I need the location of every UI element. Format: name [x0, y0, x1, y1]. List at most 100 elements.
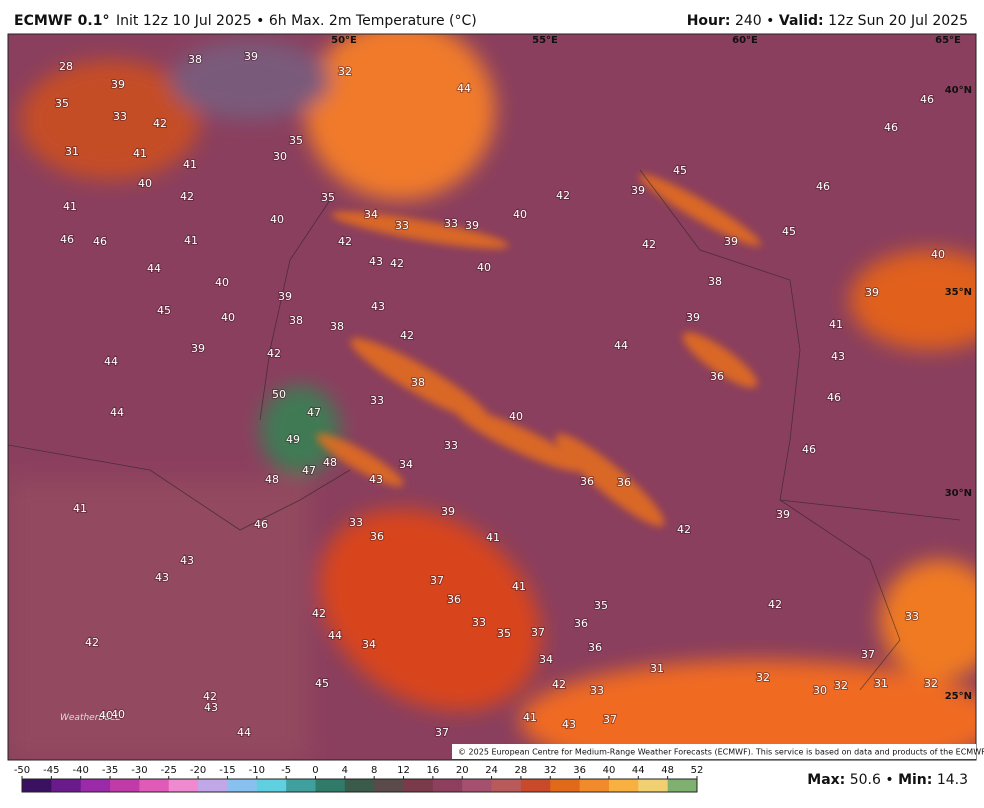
temperature-label: 35	[321, 191, 335, 204]
temperature-label: 44	[328, 629, 342, 642]
max-value: 50.6 •	[850, 772, 894, 788]
colorbar-tick-label: 8	[371, 765, 377, 776]
colorbar-segment	[256, 779, 287, 792]
temperature-label: 42	[203, 690, 217, 703]
colorbar-tick-label: -10	[249, 765, 265, 776]
colorbar-tick-label: 36	[573, 765, 586, 776]
temperature-label: 41	[133, 147, 147, 160]
temperature-label: 35	[594, 599, 608, 612]
temperature-label: 40	[221, 311, 235, 324]
temperature-label: 44	[110, 406, 124, 419]
valid: Hour: 240 • Valid: 12z Sun 20 Jul 2025	[687, 13, 968, 29]
temperature-label: 40	[138, 177, 152, 190]
valid-value: 12z Sun 20 Jul 2025	[828, 13, 968, 29]
colorbar-segment	[51, 779, 82, 792]
temperature-label: 47	[302, 464, 316, 477]
colorbar-tick-label: -30	[131, 765, 147, 776]
colorbar-tick-label: -45	[43, 765, 59, 776]
temperature-label: 31	[874, 677, 888, 690]
temperature-label: 40	[99, 709, 113, 722]
min-label: Min:	[898, 772, 932, 788]
colorbar-segment	[139, 779, 170, 792]
temperature-label: 45	[157, 304, 171, 317]
temperature-label: 35	[497, 627, 511, 640]
temperature-label: 37	[430, 574, 444, 587]
temperature-label: 33	[590, 684, 604, 697]
temperature-label: 31	[65, 145, 79, 158]
colorbar-segment	[608, 779, 639, 792]
colorbar-tick-label: 4	[342, 765, 348, 776]
colorbar-tick-label: -5	[281, 765, 291, 776]
temperature-label: 36	[710, 370, 724, 383]
colorbar-segment	[168, 779, 199, 792]
temperature-label: 43	[155, 571, 169, 584]
colorbar-tick-label: -20	[190, 765, 206, 776]
temperature-label: 42	[642, 238, 656, 251]
colorbar-segment	[403, 779, 434, 792]
temperature-label: 42	[180, 190, 194, 203]
temperature-label: 44	[104, 355, 118, 368]
temperature-label: 33	[370, 394, 384, 407]
temperature-label: 39	[441, 505, 455, 518]
colorbar-frame	[21, 778, 698, 793]
hour-label: Hour:	[687, 13, 731, 29]
longitude-label: 60°E	[732, 35, 758, 46]
temperature-label: 43	[831, 350, 845, 363]
temperature-label: 42	[312, 607, 326, 620]
temperature-label: 43	[562, 718, 576, 731]
valid-label: Valid:	[779, 13, 824, 29]
temperature-label: 42	[85, 636, 99, 649]
temperature-label: 42	[153, 117, 167, 130]
temperature-label: 41	[183, 158, 197, 171]
longitude-label: 55°E	[532, 35, 558, 46]
temperature-label: 33	[444, 217, 458, 230]
temperature-label: 46	[802, 443, 816, 456]
colorbar-segment	[344, 779, 375, 792]
colorbar-segment	[198, 779, 228, 792]
temperature-label: 42	[267, 347, 281, 360]
temperature-label: 35	[289, 134, 303, 147]
temperature-label: 42	[400, 329, 414, 342]
temperature-label: 39	[191, 342, 205, 355]
temperature-label: 37	[603, 713, 617, 726]
latitude-label: 40°N	[945, 85, 972, 96]
temperature-label: 48	[323, 456, 337, 469]
copyright: © 2025 European Centre for Medium-Range …	[458, 748, 984, 757]
temperature-label: 39	[724, 235, 738, 248]
temperature-label: 39	[111, 78, 125, 91]
temperature-label: 28	[59, 60, 73, 73]
colorbar-tick-label: 44	[632, 765, 645, 776]
max-label: Max:	[807, 772, 845, 788]
colorbar-tick-label: 40	[603, 765, 616, 776]
colorbar-segment	[520, 779, 551, 792]
temperature-label: 36	[617, 476, 631, 489]
temperature-label: 49	[286, 433, 300, 446]
temperature-label: 46	[884, 121, 898, 134]
temperature-label: 46	[816, 180, 830, 193]
colorbar-segment	[550, 779, 581, 792]
temperature-label: 33	[444, 439, 458, 452]
init: Init 12z 10 Jul 2025 • 6h Max. 2m Temper…	[116, 13, 477, 29]
temperature-label: 33	[472, 616, 486, 629]
temperature-label: 34	[539, 653, 553, 666]
temperature-label: 39	[278, 290, 292, 303]
temperature-label: 41	[184, 234, 198, 247]
temperature-label: 42	[768, 598, 782, 611]
temperature-label: 41	[73, 502, 87, 515]
latitude-label: 25°N	[945, 691, 972, 702]
temperature-label: 36	[370, 530, 384, 543]
colorbar-tick-label: 28	[515, 765, 528, 776]
colorbar-tick-label: 48	[661, 765, 674, 776]
temperature-label: 32	[338, 65, 352, 78]
temperature-label: 44	[147, 262, 161, 275]
colorbar-tick-label: -25	[161, 765, 177, 776]
temperature-label: 39	[631, 184, 645, 197]
hour-value: 240 •	[735, 13, 774, 29]
temperature-label: 40	[509, 410, 523, 423]
temperature-label: 46	[93, 235, 107, 248]
colorbar-segment	[286, 779, 316, 792]
temperature-label: 34	[399, 458, 413, 471]
temperature-label: 38	[708, 275, 722, 288]
copyright-box	[452, 744, 976, 759]
